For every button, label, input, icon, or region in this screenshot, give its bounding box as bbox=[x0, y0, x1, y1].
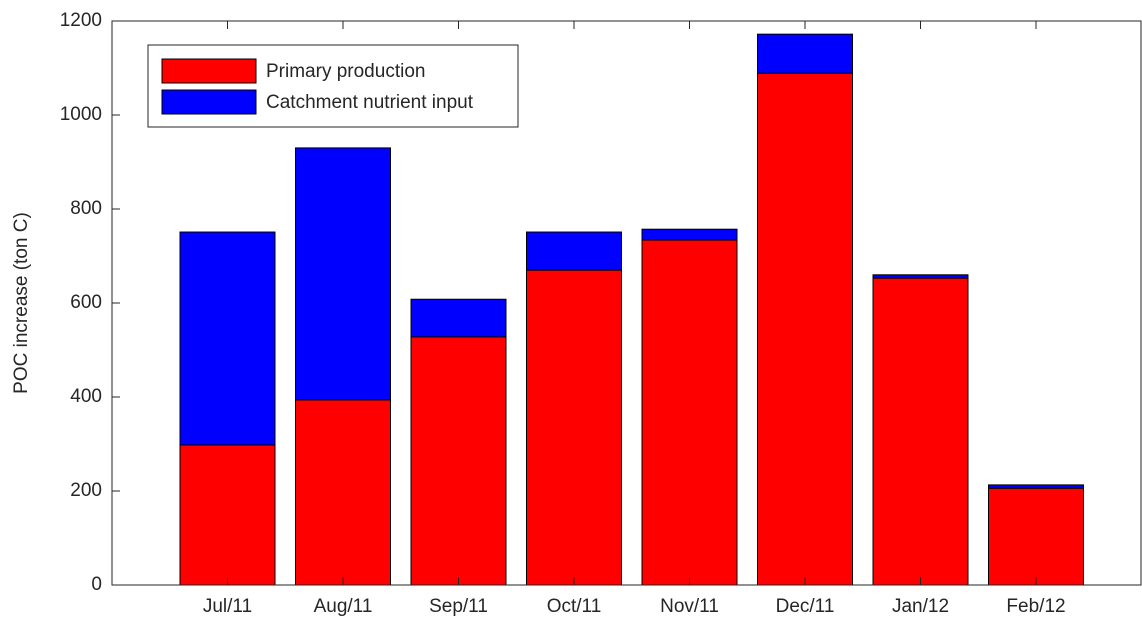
x-tick-label: Feb/12 bbox=[1006, 596, 1065, 617]
y-tick-label: 1200 bbox=[60, 10, 102, 31]
y-axis-label: POC increase (ton C) bbox=[11, 212, 32, 394]
bar-segment bbox=[526, 269, 622, 586]
bar-segment bbox=[410, 298, 507, 338]
bar-segment bbox=[641, 228, 738, 241]
legend-swatch bbox=[161, 89, 257, 115]
x-tick-label: Aug/11 bbox=[314, 596, 373, 617]
bar-segment bbox=[410, 336, 507, 586]
legend-label: Primary production bbox=[266, 61, 425, 82]
y-tick-label: 800 bbox=[70, 198, 102, 219]
x-tick-label: Sep/11 bbox=[429, 596, 488, 617]
y-tick-label: 400 bbox=[70, 386, 102, 407]
bar-segment bbox=[988, 484, 1084, 489]
x-tick-label: Dec/11 bbox=[776, 596, 835, 617]
y-tick-label: 0 bbox=[91, 574, 102, 595]
x-tick-label: Oct/11 bbox=[547, 596, 602, 617]
y-tick-label: 600 bbox=[70, 292, 102, 313]
legend-label: Catchment nutrient input bbox=[266, 92, 474, 113]
x-tick-label: Jul/11 bbox=[203, 596, 252, 617]
y-tick-label: 200 bbox=[70, 480, 102, 501]
x-tick-label: Nov/11 bbox=[660, 596, 719, 617]
x-tick-label: Jan/12 bbox=[892, 596, 949, 617]
bar-segment bbox=[526, 231, 622, 271]
legend-box bbox=[147, 44, 519, 128]
bar-segment bbox=[757, 72, 853, 586]
bar-segment bbox=[179, 444, 276, 586]
bar-segment bbox=[641, 239, 738, 586]
legend-swatch bbox=[161, 58, 257, 84]
bar-segment bbox=[872, 277, 969, 586]
bar-segment bbox=[988, 487, 1084, 586]
bar-segment bbox=[295, 147, 391, 401]
bar-segment bbox=[179, 231, 276, 446]
bar-segment bbox=[757, 33, 853, 74]
bar-segment bbox=[872, 274, 969, 279]
bar-segment bbox=[295, 399, 391, 586]
y-tick-label: 1000 bbox=[60, 104, 102, 125]
